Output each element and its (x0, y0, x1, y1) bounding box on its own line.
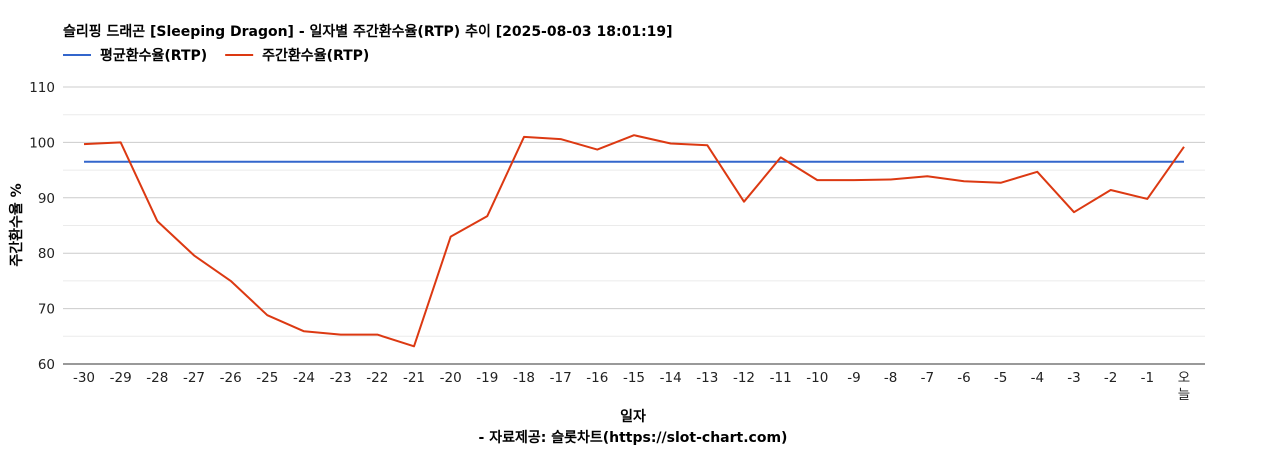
y-tick-label: 110 (29, 80, 55, 96)
y-tick-label: 100 (29, 135, 55, 151)
x-tick-label: -25 (256, 370, 278, 386)
x-tick-label: -13 (696, 370, 718, 386)
x-tick-label: -1 (1141, 370, 1154, 386)
x-tick-label: -29 (110, 370, 132, 386)
x-tick-label: -24 (293, 370, 315, 386)
y-axis-title: 주간환수율 % (8, 183, 25, 266)
legend-label: 주간환수율(RTP) (262, 47, 369, 64)
x-tick-label: -30 (73, 370, 95, 386)
x-tick-label: -27 (183, 370, 205, 386)
x-tick-label: -26 (220, 370, 242, 386)
y-tick-label: 90 (38, 191, 55, 207)
x-tick-label: -19 (476, 370, 498, 386)
x-tick-label: -15 (623, 370, 645, 386)
x-tick-label: -3 (1067, 370, 1080, 386)
y-tick-label: 70 (38, 302, 55, 318)
x-tick-label: -14 (660, 370, 682, 386)
y-axis-ticks: 60 70 80 90 100 110 (29, 80, 55, 373)
x-tick-label: -11 (770, 370, 792, 386)
x-tick-label: -5 (994, 370, 1007, 386)
source-credit: - 자료제공: 슬롯차트(https://slot-chart.com) (479, 430, 788, 446)
legend-item-weekly-rtp[interactable]: 주간환수율(RTP) (225, 47, 369, 64)
chart-title: 슬리핑 드래곤 [Sleeping Dragon] - 일자별 주간환수율(RT… (63, 23, 673, 40)
x-tick-label: -10 (806, 370, 828, 386)
x-tick-label: -28 (146, 370, 168, 386)
x-tick-label: -21 (403, 370, 425, 386)
y-tick-label: 80 (38, 246, 55, 262)
y-tick-label: 60 (38, 357, 55, 373)
x-tick-label: -12 (733, 370, 755, 386)
x-tick-label: -2 (1104, 370, 1117, 386)
x-tick-label: -4 (1031, 370, 1044, 386)
x-tick-label: -7 (921, 370, 934, 386)
x-tick-label: -17 (550, 370, 572, 386)
x-tick-label: -23 (330, 370, 352, 386)
weekly-rtp-line (83, 134, 1185, 348)
x-axis-ticks: -30 -29 -28 -27 -26 -25 -24 -23 -22 -21 -20 -19 -18-… (73, 370, 1190, 403)
x-tick-label: -6 (957, 370, 970, 386)
x-tick-label: -9 (847, 370, 860, 386)
legend-label: 평균환수율(RTP) (100, 47, 207, 64)
x-tick-label: -16 (586, 370, 608, 386)
x-axis-title: 일자 (620, 409, 646, 425)
legend[interactable]: 평균환수율(RTP) 주간환수율(RTP) (63, 47, 369, 64)
legend-item-average-rtp[interactable]: 평균환수율(RTP) (63, 47, 207, 64)
x-tick-label: -18 (513, 370, 535, 386)
series-group (83, 134, 1185, 348)
x-tick-label: -8 (884, 370, 897, 386)
x-tick-label: -22 (366, 370, 388, 386)
grid (63, 86, 1205, 365)
x-tick-label: -20 (440, 370, 462, 386)
